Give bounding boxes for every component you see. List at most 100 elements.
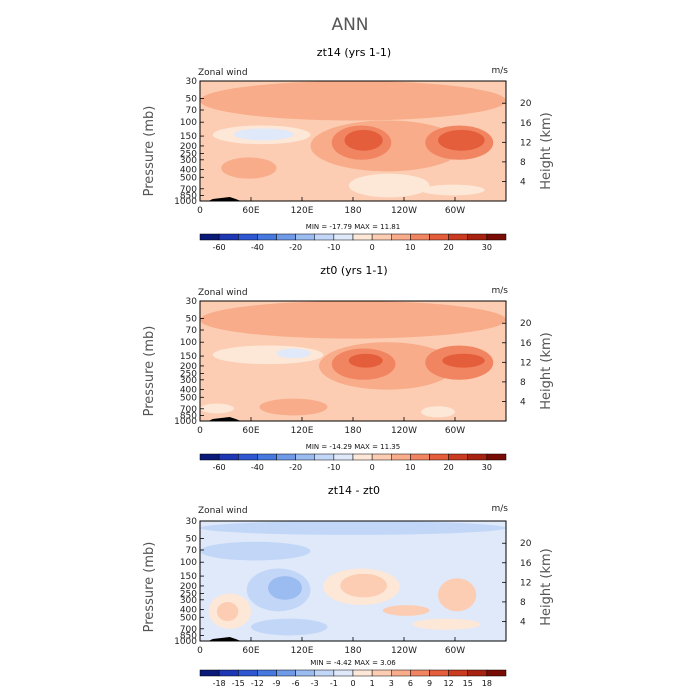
topography-mask [208, 637, 241, 641]
x-tick-label: 120W [391, 426, 417, 436]
colorbar-label: -3 [311, 679, 319, 688]
y-tick-label: 150 [180, 352, 197, 362]
y-tick-label: 70 [186, 546, 198, 556]
colorbar-label: 20 [444, 243, 454, 252]
x-tick-label: 120E [291, 206, 314, 216]
contour-region [442, 353, 485, 368]
contour-field [200, 301, 506, 421]
contour-region [382, 605, 430, 616]
height-tick-label: 8 [520, 378, 526, 388]
y-tick-label: 100 [180, 338, 197, 348]
colorbar-swatch [467, 669, 488, 677]
topography-mask [208, 417, 241, 421]
height-tick-label: 12 [520, 138, 531, 148]
height-tick-label: 4 [520, 617, 526, 627]
colorbar-swatch [333, 453, 354, 461]
height-tick-label: 4 [520, 177, 526, 187]
colorbar-label: -40 [251, 243, 264, 252]
x-tick-label: 60E [242, 646, 259, 656]
contour-region [340, 573, 387, 598]
units-label: m/s [492, 66, 509, 76]
y-tick-label: 250 [180, 370, 197, 380]
colorbar-label: 30 [482, 463, 492, 472]
height-tick-label: 8 [520, 158, 526, 168]
colorbar-label: -40 [251, 463, 264, 472]
colorbar-swatch [448, 233, 468, 241]
y-tick-label: 200 [180, 142, 197, 152]
panel-title: zt14 (yrs 1-1) [317, 46, 391, 59]
colorbar-label: 0 [370, 243, 375, 252]
contour-region [259, 398, 328, 416]
contour-field [200, 81, 506, 201]
x-tick-label: 120E [291, 426, 314, 436]
height-tick-label: 12 [520, 578, 531, 588]
y-tick-label: 30 [186, 517, 198, 527]
colorbar-swatch [467, 233, 488, 241]
colorbar-label: -10 [327, 463, 340, 472]
y-tick-label: 200 [180, 362, 197, 372]
colorbar-label: 10 [405, 243, 415, 252]
panel-difference: zt14 - zt0 Zonal wind m/s Pressure (mb) … [142, 484, 554, 688]
colorbar-label: -15 [232, 679, 245, 688]
colorbar-swatch [429, 453, 449, 461]
contour-region [412, 618, 481, 630]
y-tick-label: 850 [180, 631, 197, 641]
y-tick-label: 500 [180, 613, 197, 623]
colorbar-label: 18 [482, 679, 492, 688]
min-max-stats: MIN = -14.29 MAX = 11.35 [306, 443, 400, 451]
y-axis-label: Pressure (mb) [142, 106, 157, 197]
colorbar-swatch [410, 453, 430, 461]
colorbar-label: 20 [444, 463, 454, 472]
x-tick-label: 120W [391, 646, 417, 656]
x-tick-label: 0 [197, 426, 203, 436]
panel-title: zt14 - zt0 [328, 484, 380, 497]
colorbar-swatch [238, 233, 258, 241]
colorbar-label: 9 [427, 679, 432, 688]
contour-region [268, 576, 302, 600]
colorbar-swatch [486, 453, 507, 461]
y-tick-label: 70 [186, 106, 198, 116]
colorbar-swatch [391, 669, 411, 677]
y-tick-label: 400 [180, 166, 197, 176]
colorbar-label: 1 [370, 679, 375, 688]
x-tick-label: 120E [291, 646, 314, 656]
y-axis-label-right: Height (km) [539, 548, 554, 625]
y-tick-label: 500 [180, 173, 197, 183]
x-tick-label: 0 [197, 206, 203, 216]
colorbar-label: -1 [330, 679, 338, 688]
colorbar-label: -6 [292, 679, 300, 688]
colorbar-swatch [314, 233, 335, 241]
x-tick-label: 180 [344, 426, 361, 436]
colorbar-swatch [238, 453, 258, 461]
colorbar-swatch [314, 453, 335, 461]
contour-region [200, 541, 311, 561]
y-tick-label: 850 [180, 411, 197, 421]
x-tick-label: 0 [197, 646, 203, 656]
colorbar-swatch [199, 669, 220, 677]
colorbar-label: -12 [251, 679, 264, 688]
colorbar-swatch [238, 669, 258, 677]
field-label: Zonal wind [198, 68, 248, 78]
y-tick-label: 700 [180, 625, 197, 635]
contour-region [200, 301, 506, 339]
units-label: m/s [492, 286, 509, 296]
colorbar-label: 3 [389, 679, 394, 688]
y-tick-label: 30 [186, 77, 198, 87]
x-tick-label: 180 [344, 646, 361, 656]
colorbar-label: 0 [370, 463, 375, 472]
contour-region [421, 184, 485, 196]
colorbar-label: -10 [327, 243, 340, 252]
colorbar-label: -9 [273, 679, 281, 688]
colorbar-swatch [371, 669, 392, 677]
colorbar-swatch [467, 453, 488, 461]
colorbar-label: -60 [213, 463, 226, 472]
y-tick-label: 200 [180, 582, 197, 592]
colorbar-swatch [218, 669, 239, 677]
contour-region [200, 403, 234, 414]
colorbar-swatch [199, 453, 220, 461]
y-axis-label: Pressure (mb) [142, 326, 157, 417]
colorbar-swatch [410, 233, 430, 241]
y-tick-label: 300 [180, 156, 197, 166]
y-tick-label: 700 [180, 405, 197, 415]
